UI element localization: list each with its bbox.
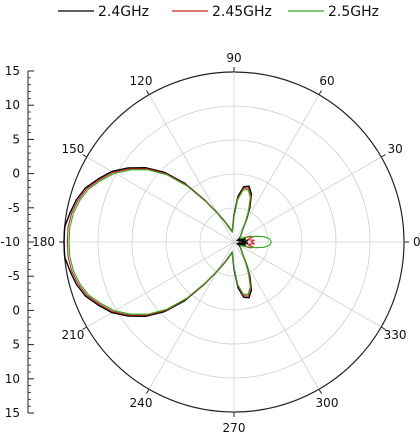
angle-tick-mark: [146, 388, 150, 394]
legend-entry: 2.5GHz: [288, 4, 379, 20]
angle-tick-label: 330: [384, 328, 407, 342]
radial-axis: 15 10 5 0 -5 -10 -5 0 5 10 15: [0, 64, 34, 420]
angle-tick-mark: [318, 388, 322, 394]
angle-tick-mark: [380, 154, 386, 158]
angle-tick-mark: [82, 326, 88, 330]
angle-tick-label: 180: [32, 235, 55, 249]
radial-tick-label: -5: [8, 201, 20, 215]
radial-tick-label: 10: [5, 98, 20, 112]
radial-tick-label: 15: [5, 406, 20, 420]
radial-tick-label: -10: [0, 235, 20, 249]
angle-tick-label: 60: [319, 74, 334, 88]
angle-tick-mark: [82, 154, 88, 158]
grid-spoke: [233, 241, 382, 328]
legend: 2.4GHz 2.45GHz 2.5GHz: [58, 4, 379, 20]
angle-tick-mark: [318, 90, 322, 96]
series-layer: [63, 166, 272, 318]
angle-tick-label: 120: [130, 74, 153, 88]
radial-tick-label: 5: [12, 338, 20, 352]
radial-tick-label: 0: [12, 167, 20, 181]
grid-spoke: [233, 156, 382, 243]
angle-tick-label: 0: [413, 235, 420, 249]
legend-label: 2.4GHz: [98, 4, 149, 20]
angle-tick-label: 240: [130, 396, 153, 410]
angle-tick-label: 270: [223, 421, 246, 435]
polar-grid: [59, 67, 409, 417]
grid-spoke: [86, 241, 235, 328]
angle-tick-label: 300: [316, 396, 339, 410]
angle-tick-mark: [380, 326, 386, 330]
radial-tick-label: 5: [12, 132, 20, 146]
legend-label: 2.5GHz: [328, 4, 379, 20]
grid-spoke: [148, 94, 235, 243]
grid-spoke: [233, 94, 320, 243]
angle-tick-label: 90: [226, 51, 241, 65]
radial-tick-label: 15: [5, 64, 20, 78]
angle-labels: 0 30 60 90 120 150 180 210 240 270 300 330: [32, 51, 420, 435]
legend-entry: 2.4GHz: [58, 4, 149, 20]
angle-tick-label: 30: [387, 142, 402, 156]
angle-tick-label: 210: [61, 328, 84, 342]
radial-tick-label: 10: [5, 372, 20, 386]
grid-spoke: [233, 241, 320, 390]
grid-spoke: [86, 156, 235, 243]
legend-label: 2.45GHz: [212, 4, 272, 20]
angle-tick-mark: [146, 90, 150, 96]
radial-tick-label: 0: [12, 303, 20, 317]
radial-tick-label: -5: [8, 269, 20, 283]
legend-entry: 2.45GHz: [172, 4, 272, 20]
grid-spoke: [148, 241, 235, 390]
angle-tick-label: 150: [61, 142, 84, 156]
series-line-2.5GHz: [68, 169, 272, 315]
